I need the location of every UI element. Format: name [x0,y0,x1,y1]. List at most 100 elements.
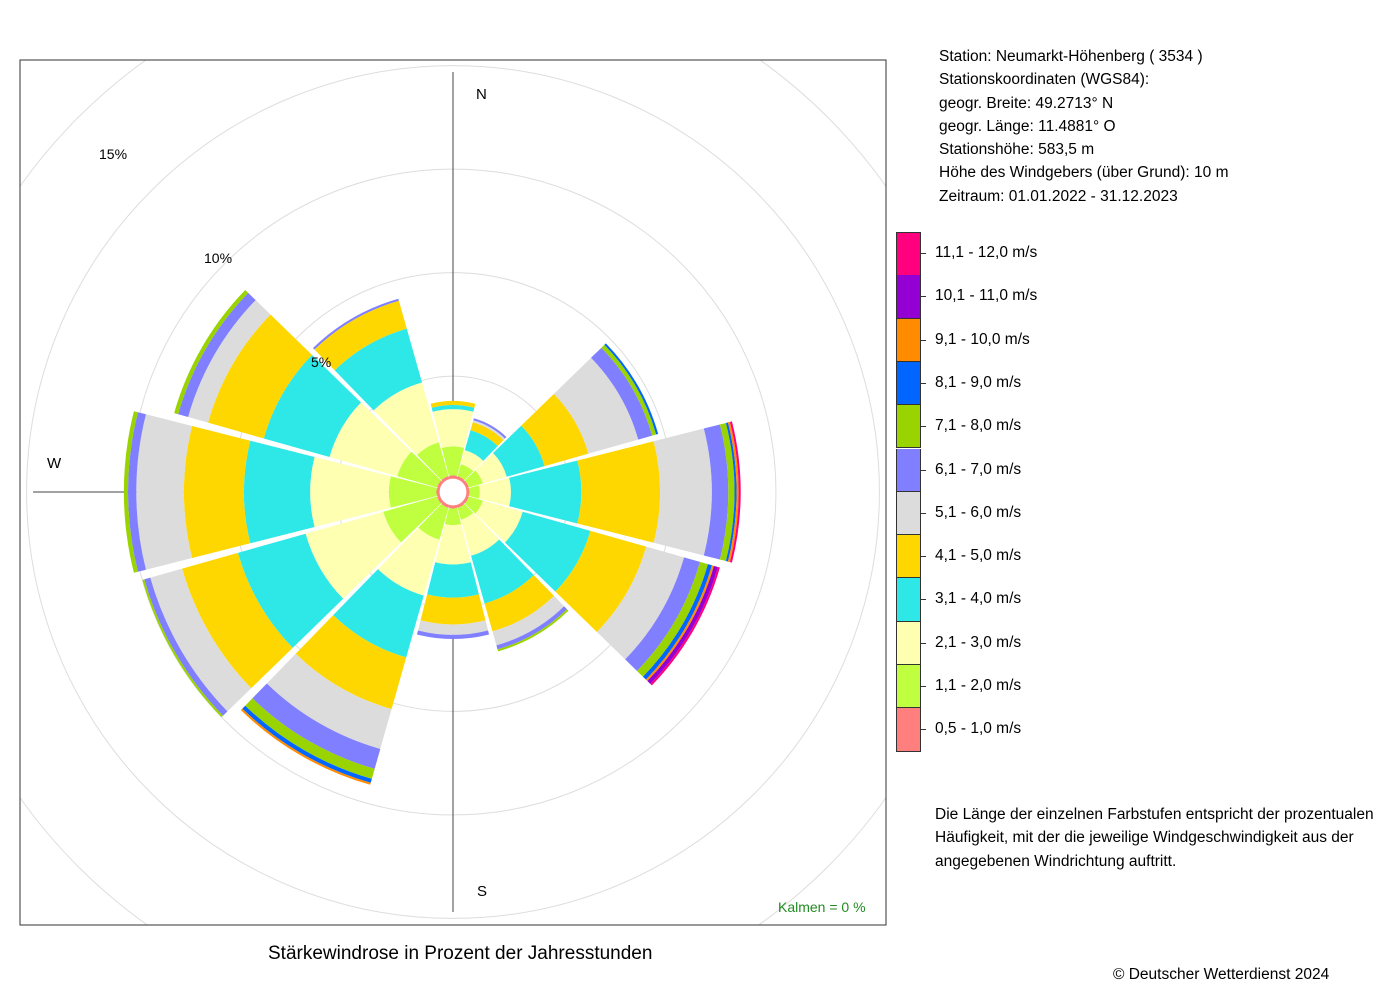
legend-swatch [896,361,921,406]
sector-W [123,411,453,573]
sector-SSO-class-6 [492,595,565,646]
sector-WSW-class-2 [383,496,442,543]
legend-item: 6,1 - 7,0 m/s [896,448,1096,492]
sector-NNW-class-3 [373,382,439,455]
legend-tick [920,599,926,601]
legend-swatch [896,405,921,449]
legend-tick [920,253,926,254]
legend-item: 0,5 - 1,0 m/s [896,708,1096,752]
sector-OSO-class-3 [475,500,523,543]
sector-WNW-class-4 [263,354,361,458]
sector-SSO-class-3 [460,512,500,556]
plot-frame [19,59,887,926]
sector-WNW-class-7 [178,292,256,418]
legend-tick [920,382,926,384]
sector-WSW-class-5 [182,552,293,689]
legend-swatch [896,275,921,319]
legend-label: 4,1 - 5,0 m/s [935,547,1022,565]
legend-tick [920,512,926,514]
sector-OSO-class-2 [464,496,483,514]
sector-O-class-3 [479,477,511,507]
sector-SSW-class-7 [252,683,381,769]
sector-WNW-class-6 [188,300,271,423]
sector-SSO-class-4 [471,539,534,604]
sector-SSO-class-5 [484,575,555,632]
time-period: Zeitraum: 01.01.2022 - 31.12.2023 [939,187,1178,205]
compass-label-north: N [476,86,487,103]
sector-ONO-class-5 [521,393,589,467]
sector-S-class-4 [427,562,479,598]
legend-tick [920,642,926,644]
sector-NNO-class-4 [464,430,498,461]
sector-WSW-class-6 [150,568,252,712]
sector-ONO-class-2 [464,470,483,488]
sector-WSW-class-4 [237,533,344,648]
sector-N-class-2 [441,446,465,476]
sector-WSW [142,492,453,718]
sector-SSW-class-6 [266,653,392,749]
sector-WNW-class-2 [397,451,442,488]
sector-WNW-class-3 [329,402,412,477]
sector-O-class-2 [469,485,480,499]
sector-N [430,400,476,492]
sector-SSW-class-2 [418,503,449,540]
sector-ONO-class-4 [493,425,545,477]
sector-O-class-5 [577,441,661,543]
copyright: © Deutscher Wetterdienst 2024 [1113,966,1330,983]
ring-label-10: 10% [204,250,233,266]
sector-NNW-class-5 [314,300,407,371]
sector-S-class-5 [420,594,486,625]
sector-SSW-class-8 [245,698,375,779]
legend-tick [920,296,926,298]
sector-SSW [240,492,453,785]
station-latitude: geogr. Breite: 49.2713° N [939,94,1114,112]
legend-tick [920,556,926,558]
sector-W-class-2 [388,476,437,508]
sensor-height: Höhe des Windgebers (über Grund): 10 m [939,164,1229,182]
sector-W-class-5 [183,425,251,559]
sector-OSO-class-4 [504,511,591,592]
legend-swatch [896,578,921,622]
sector-O-class-8 [719,422,735,562]
legend-label: 2,1 - 3,0 m/s [935,633,1022,651]
ring-label-5: 5% [311,354,332,370]
sector-SSW-class-4 [333,569,424,658]
sector-O-class-12 [729,421,741,563]
legend-item: 7,1 - 8,0 m/s [896,405,1096,449]
legend-note: Die Länge der einzelnen Farbstufen entsp… [935,806,1374,870]
legend-item: 2,1 - 3,0 m/s [896,621,1096,665]
sector-W-class-6 [136,414,193,570]
sector-N-class-4 [431,405,475,412]
legend-swatch [896,318,921,362]
sector-SSO-class-7 [496,606,568,650]
legend-tick [920,426,926,428]
legend-tick [920,729,926,731]
legend-label: 10,1 - 11,0 m/s [935,287,1038,305]
sector-SSW-class-5 [295,615,407,710]
sector-NNO-class-3 [460,450,484,472]
sector-OSO-class-11 [647,565,718,684]
sector-ONO-class-6 [553,357,639,454]
sector-S-class-2 [444,508,462,526]
sector-O-class-10 [727,421,739,563]
legend-item: 10,1 - 11,0 m/s [896,275,1096,319]
sector-ONO-class-7 [591,347,653,440]
legend-item: 5,1 - 6,0 m/s [896,491,1096,536]
sector-WNW-class-5 [208,314,313,439]
sector-NNO-class-7 [473,418,507,439]
legend-swatch [896,708,921,752]
legend-label: 7,1 - 8,0 m/s [935,417,1022,435]
sector-OSO-class-7 [625,557,700,671]
sector-O-class-6 [653,428,712,556]
sector-W-class-7 [128,412,146,572]
calm-value: Kalmen = 0 % [778,899,866,915]
sector-SSW-class-3 [377,527,440,596]
wind-sectors [123,289,741,785]
legend-item: 1,1 - 2,0 m/s [896,665,1096,709]
legend-label: 3,1 - 4,0 m/s [935,590,1022,608]
sector-S-class-6 [417,620,489,635]
sector-WNW [174,289,453,492]
station-name: Station: Neumarkt-Höhenberg ( 3534 ) [939,48,1203,65]
legend-item: 8,1 - 9,0 m/s [896,361,1096,406]
sector-NNO-class-2 [457,464,474,481]
